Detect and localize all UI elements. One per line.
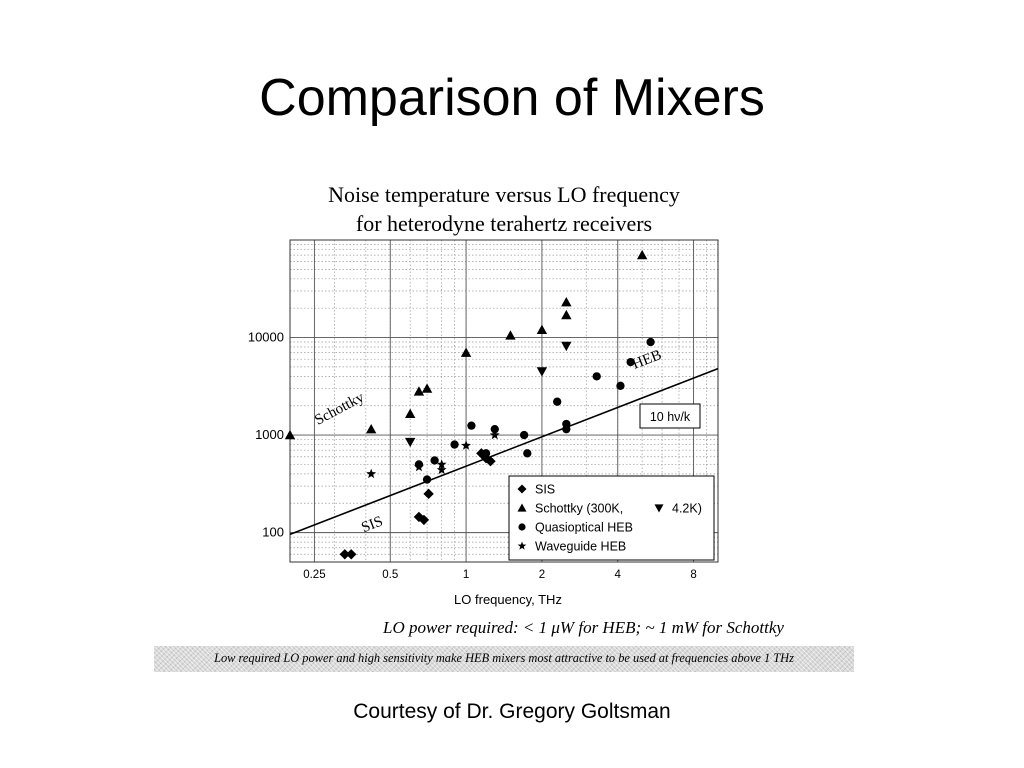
y-tick-label: 10000 xyxy=(248,330,284,345)
legend-marker xyxy=(517,503,527,512)
data-point xyxy=(346,549,357,560)
chart-title-line-2: for heterodyne terahertz receivers xyxy=(355,211,653,236)
region-label-sis: SIS xyxy=(359,513,385,536)
data-point xyxy=(562,425,571,434)
data-point xyxy=(616,381,625,390)
caption-band xyxy=(154,646,854,672)
data-point xyxy=(523,449,532,458)
data-point xyxy=(592,372,601,381)
x-tick-label: 0.25 xyxy=(303,569,325,581)
data-point xyxy=(536,324,548,334)
legend-marker xyxy=(517,484,527,494)
data-point xyxy=(284,429,296,440)
lo-power-note: LO power required: < 1 μW for HEB; ~ 1 m… xyxy=(383,618,784,637)
data-point xyxy=(636,249,648,260)
x-tick-label: 1 xyxy=(463,569,469,581)
x-tick-label: 8 xyxy=(690,569,696,581)
data-point xyxy=(490,425,499,434)
legend-marker xyxy=(517,541,527,550)
data-point xyxy=(505,330,516,340)
x-tick-label: 4 xyxy=(615,569,622,581)
region-label-schottky: Schottky xyxy=(312,389,367,428)
data-point xyxy=(450,440,459,449)
data-point xyxy=(418,514,430,526)
data-point xyxy=(404,408,416,419)
data-point xyxy=(561,309,572,320)
y-tick-label: 100 xyxy=(262,525,284,540)
figure-caption: Low required LO power and high sensitivi… xyxy=(214,651,794,665)
data-point xyxy=(553,397,562,406)
series-sis xyxy=(339,448,496,560)
y-tick-label: 1000 xyxy=(255,427,284,442)
legend-marker-extra xyxy=(654,504,664,513)
data-point xyxy=(430,456,439,465)
reference-label: 10 hν/k xyxy=(650,410,691,424)
data-point xyxy=(519,430,529,440)
data-point xyxy=(436,459,447,469)
x-tick-label: 2 xyxy=(539,569,545,581)
data-point xyxy=(404,437,416,448)
data-point xyxy=(339,549,350,560)
legend-label-extra: 4.2K) xyxy=(672,502,702,516)
reference-line-10hvk xyxy=(289,367,719,536)
data-point xyxy=(467,421,476,430)
data-point xyxy=(626,357,635,367)
legend-marker xyxy=(518,523,526,531)
data-point xyxy=(536,367,548,377)
data-point xyxy=(414,461,424,472)
data-point xyxy=(422,475,432,484)
chart-title-line-1: Noise temperature versus LO frequency xyxy=(328,182,680,207)
legend-label: Quasioptical HEB xyxy=(535,521,633,535)
data-point xyxy=(485,455,496,467)
data-point xyxy=(460,347,472,357)
legend-box xyxy=(508,475,715,561)
data-point xyxy=(436,464,447,475)
region-label-heb: HEB xyxy=(630,347,664,373)
data-point xyxy=(646,337,655,347)
data-point xyxy=(561,297,572,307)
x-axis-label: LO frequency, THz xyxy=(454,592,562,607)
plot-frame xyxy=(289,239,719,563)
data-point xyxy=(561,341,572,352)
data-point xyxy=(365,423,377,434)
data-point xyxy=(489,429,500,440)
data-point xyxy=(481,449,491,458)
legend-label: Schottky (300K, xyxy=(535,502,623,516)
reference-label-box xyxy=(639,403,701,429)
courtesy-credit: Courtesy of Dr. Gregory Goltsman xyxy=(353,700,671,723)
series-quasioptical-heb xyxy=(414,337,655,484)
data-point xyxy=(413,386,425,396)
chart-title: Noise temperature versus LO frequency fo… xyxy=(240,180,768,238)
data-point xyxy=(366,468,377,479)
series-4-2k xyxy=(404,341,572,448)
series-waveguide-heb xyxy=(366,429,500,479)
data-point xyxy=(461,440,471,450)
data-point xyxy=(421,383,433,393)
data-point xyxy=(423,488,434,500)
slide-title: Comparison of Mixers xyxy=(259,69,765,127)
series-schottky-300k xyxy=(284,249,648,440)
legend-label: SIS xyxy=(535,483,555,497)
x-tick-label: 0.5 xyxy=(382,569,398,581)
legend-label: Waveguide HEB xyxy=(535,540,626,554)
